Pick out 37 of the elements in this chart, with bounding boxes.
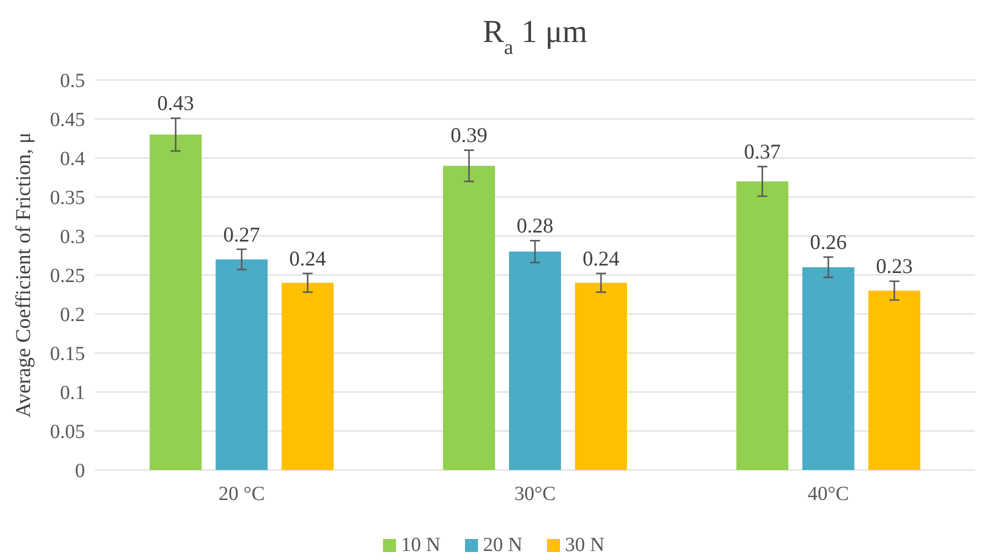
data-label: 0.43 [157,91,194,116]
data-label: 0.24 [289,246,327,270]
data-label: 0.26 [810,230,847,254]
bar [443,166,495,470]
bar [509,252,561,470]
bar [868,290,920,470]
y-tick-label: 0.4 [60,148,85,170]
y-tick-label: 0.5 [60,70,85,92]
data-label: 0.28 [516,214,554,238]
data-label: 0.24 [582,246,620,270]
y-tick-label: 0.3 [60,226,85,248]
x-tick-label: 20 °C [218,483,265,505]
bar [216,259,268,470]
y-tick-label: 0.15 [50,343,85,365]
y-tick-label: 0.25 [50,265,85,287]
y-tick-label: 0.1 [60,382,85,404]
bar [282,282,334,470]
x-tick-label: 30°C [514,483,556,505]
y-tick-label: 0.35 [50,187,85,209]
y-tick-label: 0 [75,460,85,482]
data-label: 0.27 [223,222,260,246]
y-tick-label: 0.2 [60,304,85,326]
chart-title: R$_{a}$ 1 μm [482,13,588,58]
data-label: 0.23 [876,254,913,278]
legend-label: 10 N [401,534,440,556]
legend-label: 20 N [483,534,522,556]
legend-label: 30 N [565,534,604,556]
bar [575,282,627,470]
y-tick-label: 0.45 [50,109,85,131]
y-axis-title: Average Coefficient of Friction, μ [11,132,35,418]
data-label: 0.39 [450,123,488,148]
bar [802,267,854,470]
data-label: 0.37 [744,140,781,164]
bar [736,181,788,470]
x-tick-label: 40°C [808,483,850,505]
y-tick-label: 0.05 [50,421,85,443]
bar [150,134,202,470]
